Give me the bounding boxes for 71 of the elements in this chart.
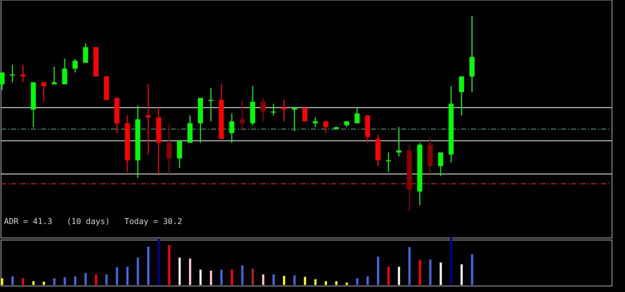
bar xyxy=(95,274,98,285)
candlestick xyxy=(459,76,464,116)
bar xyxy=(440,262,442,285)
bar xyxy=(335,281,338,285)
candlestick xyxy=(188,114,192,144)
candlestick xyxy=(208,88,214,122)
bar xyxy=(429,260,432,285)
bar xyxy=(178,258,181,285)
candlestick xyxy=(312,116,318,128)
bar xyxy=(293,275,296,285)
bar xyxy=(74,276,76,285)
candlestick xyxy=(470,16,474,93)
bar xyxy=(64,277,66,285)
bar xyxy=(105,274,108,285)
bar xyxy=(42,282,45,285)
candlestick xyxy=(271,103,276,116)
candlestick xyxy=(302,107,308,122)
bar xyxy=(450,237,452,285)
candlestick xyxy=(376,134,380,167)
candlestick xyxy=(146,84,151,155)
candlestick xyxy=(354,107,360,124)
bar xyxy=(32,281,35,285)
candlestick xyxy=(282,99,286,122)
candlestick xyxy=(10,64,15,83)
bar xyxy=(262,274,264,285)
candlestick xyxy=(72,58,78,74)
candlestick xyxy=(428,136,433,174)
bar xyxy=(252,268,254,285)
bar xyxy=(418,260,421,285)
bar xyxy=(189,258,192,285)
candlestick xyxy=(260,97,266,122)
candlestick xyxy=(62,58,68,85)
bar xyxy=(168,245,170,285)
bar xyxy=(158,239,160,285)
bar xyxy=(283,276,286,285)
candlestick xyxy=(41,82,46,102)
candlestick xyxy=(229,113,234,144)
bar xyxy=(84,273,87,285)
candlestick xyxy=(52,66,57,85)
candlestick xyxy=(292,107,297,132)
text: ADR = 41.3 (10 days) Today = 30.2 xyxy=(4,217,182,226)
bar xyxy=(460,264,463,285)
bar xyxy=(324,281,327,285)
bar xyxy=(147,246,150,285)
candlestick xyxy=(83,42,88,64)
candlestick xyxy=(396,126,402,157)
bar xyxy=(314,279,317,285)
candlestick xyxy=(177,140,182,169)
candlestick xyxy=(365,114,370,144)
bar xyxy=(366,276,369,285)
candlestick xyxy=(166,122,172,174)
candlestick xyxy=(240,99,245,132)
bar xyxy=(116,267,118,285)
bar xyxy=(408,247,411,285)
bar xyxy=(199,270,202,285)
candlestick xyxy=(386,152,391,172)
bar xyxy=(230,270,233,285)
candlestick xyxy=(0,72,4,91)
bar xyxy=(220,270,223,285)
bar xyxy=(53,278,56,285)
bar xyxy=(136,258,139,285)
candlestick xyxy=(250,86,256,126)
candlestick xyxy=(438,152,444,176)
candlestick xyxy=(20,64,26,83)
bar xyxy=(377,256,380,285)
candlestick xyxy=(104,76,109,100)
bar xyxy=(272,274,275,285)
bar xyxy=(356,278,358,285)
bar xyxy=(241,265,244,285)
bar xyxy=(210,270,212,285)
bar xyxy=(471,254,474,285)
